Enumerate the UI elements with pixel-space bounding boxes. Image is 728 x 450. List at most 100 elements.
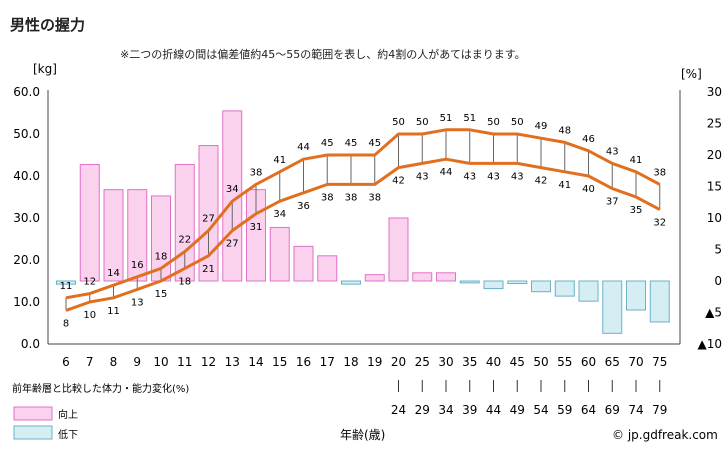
change-bar: [531, 280, 551, 293]
upper-data-label: 43: [606, 146, 619, 157]
lower-data-label: 21: [202, 264, 215, 275]
x-range-end-label: 74: [628, 403, 643, 417]
lower-data-label: 43: [463, 171, 476, 182]
upper-data-label: 50: [392, 117, 405, 128]
change-bar: [554, 280, 575, 297]
x-tick-label: 13: [225, 355, 240, 369]
legend-up-swatch: [13, 406, 53, 421]
x-tick-label: 20: [391, 355, 406, 369]
lower-data-label: 43: [511, 171, 524, 182]
upper-data-label: 38: [653, 167, 666, 178]
left-axis-unit: [kg]: [33, 62, 57, 76]
change-bar: [341, 280, 361, 285]
change-bar: [507, 280, 528, 285]
x-tick-label: 55: [557, 355, 572, 369]
lower-data-label: 34: [273, 209, 286, 220]
x-tick-label: 10: [153, 355, 168, 369]
y-tick-label: 40.0: [13, 169, 40, 183]
lower-data-label: 36: [297, 201, 310, 212]
lower-data-label: 41: [558, 180, 571, 191]
change-bar: [364, 274, 385, 282]
upper-data-label: 41: [630, 155, 643, 166]
change-bar: [412, 272, 433, 282]
lower-data-label: 43: [487, 171, 500, 182]
upper-line: [65, 128, 661, 300]
lower-data-label: 31: [250, 222, 263, 233]
upper-data-label: 38: [250, 167, 263, 178]
right-axis-unit: [%]: [681, 67, 702, 81]
footer-credit: © jp.gdfreak.com: [612, 428, 718, 442]
change-bar: [459, 280, 480, 284]
x-tick-label: 45: [510, 355, 525, 369]
lower-data-label: 43: [416, 171, 429, 182]
right-tick-label: ▲10: [698, 337, 723, 351]
legend-up-label: 向上: [58, 408, 78, 421]
x-range-end-label: 54: [533, 403, 548, 417]
upper-data-label: 41: [273, 155, 286, 166]
lower-data-label: 32: [653, 218, 666, 229]
lower-line: [65, 157, 661, 312]
change-bar: [388, 217, 409, 282]
x-tick-label: 65: [605, 355, 620, 369]
upper-data-label: 46: [582, 134, 595, 145]
upper-data-label: 22: [178, 235, 191, 246]
x-tick-label: 15: [272, 355, 287, 369]
x-tick-label: 70: [628, 355, 643, 369]
x-axis-label: 年齢(歳): [340, 427, 385, 442]
upper-data-label: 50: [511, 117, 524, 128]
upper-data-label: 14: [107, 268, 120, 279]
change-bar: [578, 280, 599, 302]
change-bar: [649, 280, 670, 323]
upper-data-label: 45: [345, 138, 358, 149]
upper-data-label: 12: [83, 277, 96, 288]
change-bar: [174, 163, 195, 282]
x-range-end-label: 69: [605, 403, 620, 417]
lower-data-label: 38: [368, 192, 381, 203]
x-tick-label: 16: [296, 355, 311, 369]
x-range-end-label: 49: [510, 403, 525, 417]
upper-data-label: 50: [416, 117, 429, 128]
x-tick-label: 6: [62, 355, 70, 369]
chart-note: ※二つの折線の間は偏差値約45〜55の範囲を表し、約4割の人があてはまります。: [120, 48, 526, 61]
lower-data-label: 40: [582, 184, 595, 195]
lower-data-label: 44: [440, 167, 453, 178]
lower-data-label: 38: [321, 192, 334, 203]
right-tick-label: 0: [714, 274, 722, 288]
upper-data-label: 48: [558, 125, 571, 136]
change-bar: [317, 255, 338, 282]
upper-data-label: 27: [202, 214, 215, 225]
lower-data-label: 27: [226, 239, 239, 250]
y-tick-label: 50.0: [13, 127, 40, 141]
x-tick-label: 50: [533, 355, 548, 369]
x-range-end-label: 79: [652, 403, 667, 417]
right-tick-label: ▲5: [705, 306, 722, 320]
upper-data-label: 11: [60, 281, 73, 292]
x-tick-label: 35: [462, 355, 477, 369]
change-bar: [483, 280, 504, 290]
legend-down-label: 低下: [58, 428, 78, 441]
lower-data-label: 18: [178, 276, 191, 287]
x-tick-label: 18: [343, 355, 358, 369]
change-bar: [602, 280, 623, 334]
x-range-end-label: 64: [581, 403, 596, 417]
lower-data-label: 11: [107, 306, 120, 317]
upper-data-label: 51: [463, 113, 476, 124]
x-tick-label: 30: [438, 355, 453, 369]
y-tick-label: 0.0: [21, 337, 40, 351]
y-tick-label: 30.0: [13, 211, 40, 225]
bar-caption: 前年齢層と比較した体力・能力変化(%): [12, 382, 189, 395]
change-bar: [198, 145, 219, 282]
upper-data-label: 34: [226, 184, 239, 195]
right-tick-label: 30: [707, 85, 722, 99]
x-tick-label: 7: [86, 355, 94, 369]
change-bar: [79, 163, 100, 282]
x-range-end-label: 39: [462, 403, 477, 417]
x-tick-label: 40: [486, 355, 501, 369]
lower-data-label: 10: [83, 310, 96, 321]
x-tick-label: 14: [248, 355, 263, 369]
upper-data-label: 45: [321, 138, 334, 149]
upper-data-label: 18: [155, 251, 168, 262]
x-range-end-label: 24: [391, 403, 406, 417]
upper-data-label: 49: [535, 121, 548, 132]
x-tick-label: 19: [367, 355, 382, 369]
